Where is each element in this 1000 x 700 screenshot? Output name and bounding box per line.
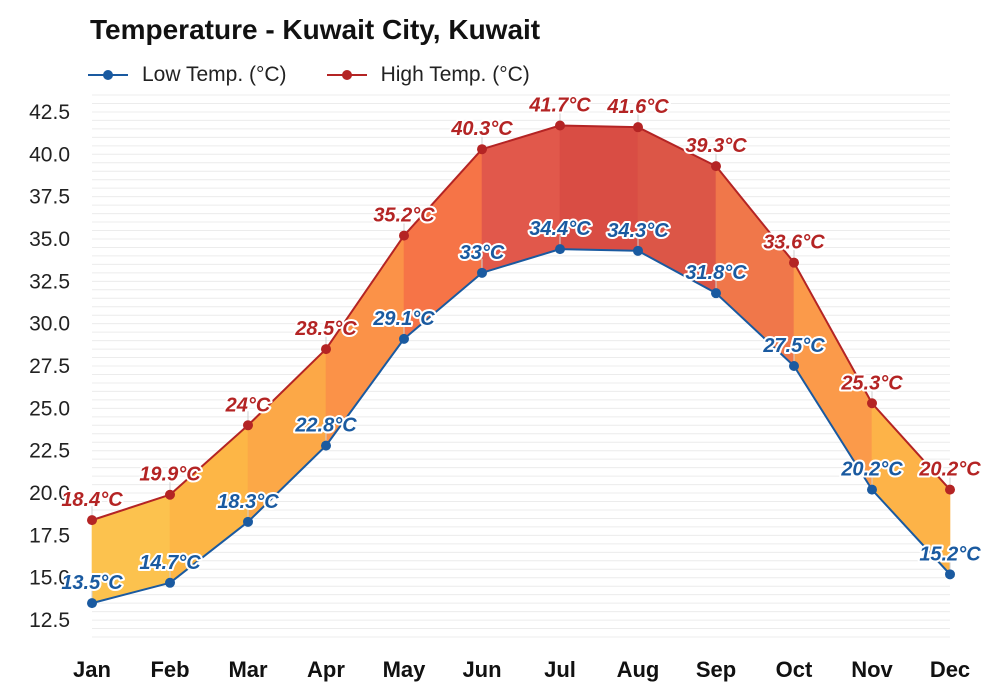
- data-label-low: 33°C: [460, 242, 505, 264]
- data-label-low: 14.7°C: [139, 552, 201, 574]
- y-tick-label: 22.5: [29, 440, 70, 463]
- legend-marker-high: [326, 65, 367, 85]
- data-point-low[interactable]: [555, 244, 565, 255]
- y-tick-label: 20.0: [29, 482, 70, 505]
- data-label-high: 35.2°C: [373, 205, 435, 227]
- data-label-low: 31.8°C: [685, 262, 747, 284]
- axis-labels: 42.5 40.0 37.5 35.0 32.5 30.0 27.5 25.0 22.5 20.0…: [29, 101, 970, 682]
- y-tick-label: 25.0: [29, 397, 70, 420]
- data-point-low[interactable]: [633, 245, 643, 256]
- data-point-low[interactable]: [87, 598, 97, 609]
- data-point-high[interactable]: [555, 120, 565, 131]
- data-label-high: 24°C: [225, 394, 271, 416]
- x-tick-label: Sep: [696, 657, 736, 682]
- series-lines: [91, 124, 951, 605]
- data-point-low[interactable]: [243, 516, 253, 527]
- data-point-low[interactable]: [477, 267, 487, 278]
- data-label-high: 19.9°C: [139, 464, 201, 486]
- data-point-high[interactable]: [477, 144, 487, 155]
- data-point-low[interactable]: [165, 577, 175, 588]
- data-label-high: 28.5°C: [294, 318, 357, 340]
- data-label-high: 40.3°C: [450, 118, 513, 140]
- data-point-low[interactable]: [711, 288, 721, 299]
- y-tick-label: 30.0: [29, 313, 70, 336]
- data-label-high: 33.6°C: [763, 232, 825, 254]
- y-tick-label: 27.5: [29, 355, 70, 378]
- legend-item-low[interactable]: Low Temp. (°C): [88, 63, 287, 87]
- data-label-low: 34.4°C: [529, 218, 591, 240]
- data-label-low: 27.5°C: [762, 335, 825, 357]
- x-tick-label: Jul: [544, 657, 576, 682]
- y-tick-label: 17.5: [29, 524, 70, 547]
- data-label-low: 18.3°C: [217, 491, 279, 513]
- data-point-high[interactable]: [945, 484, 955, 495]
- series-points: [87, 111, 955, 609]
- data-label-high: 41.7°C: [528, 94, 591, 116]
- legend-label-high: High Temp. (°C): [380, 63, 530, 86]
- y-tick-label: 42.5: [29, 101, 70, 124]
- data-point-high[interactable]: [633, 122, 643, 133]
- data-point-low[interactable]: [399, 333, 409, 344]
- data-point-high[interactable]: [399, 230, 409, 241]
- data-point-high[interactable]: [321, 344, 331, 355]
- data-label-low: 29.1°C: [372, 308, 435, 330]
- data-label-low: 13.5°C: [61, 572, 123, 594]
- data-point-high[interactable]: [87, 515, 97, 526]
- x-tick-label: May: [383, 657, 427, 682]
- x-tick-label: Dec: [930, 657, 970, 682]
- data-label-low: 34.3°C: [607, 220, 669, 242]
- series-line-high: [91, 124, 951, 522]
- series-line-low: [91, 248, 951, 605]
- data-label-high: 18.4°C: [61, 489, 123, 511]
- data-point-high[interactable]: [243, 420, 253, 431]
- y-tick-label: 12.5: [29, 609, 70, 632]
- x-tick-label: Nov: [851, 657, 893, 682]
- chart-title: Temperature - Kuwait City, Kuwait: [90, 14, 541, 45]
- x-tick-label: Oct: [776, 657, 813, 682]
- data-point-high[interactable]: [165, 489, 175, 500]
- range-bands: [91, 125, 951, 604]
- data-label-high: 41.6°C: [606, 96, 669, 118]
- data-label-high: 20.2°C: [918, 459, 981, 481]
- y-tick-label: 37.5: [29, 186, 70, 209]
- data-point-low[interactable]: [945, 569, 955, 580]
- y-tick-label: 35.0: [29, 228, 70, 251]
- data-point-low[interactable]: [789, 361, 799, 371]
- data-point-low[interactable]: [321, 440, 331, 451]
- data-label-low: 20.2°C: [840, 459, 903, 481]
- legend: Low Temp. (°C) High Temp. (°C): [88, 60, 570, 90]
- data-point-high[interactable]: [789, 257, 799, 268]
- x-tick-label: Feb: [150, 657, 189, 682]
- y-tick-label: 40.0: [29, 143, 70, 166]
- data-label-high: 39.3°C: [685, 135, 747, 157]
- legend-item-high[interactable]: High Temp. (°C): [326, 63, 530, 87]
- data-label-high: 25.3°C: [840, 372, 903, 394]
- data-label-low: 15.2°C: [919, 543, 981, 565]
- y-tick-label: 15.0: [29, 567, 70, 590]
- x-tick-label: Mar: [228, 657, 268, 682]
- data-point-high[interactable]: [711, 161, 721, 172]
- x-tick-label: Aug: [617, 657, 660, 682]
- data-label-low: 22.8°C: [294, 415, 357, 437]
- y-tick-label: 32.5: [29, 270, 70, 293]
- x-tick-label: Jan: [73, 657, 111, 682]
- legend-marker-low: [88, 65, 128, 85]
- x-tick-label: Jun: [462, 657, 501, 682]
- data-point-high[interactable]: [867, 398, 877, 409]
- data-labels: 18.4°C 19.9°C 24°C 28.5°C 35.2°C 40.3°C 41.7°C…: [59, 92, 983, 596]
- x-tick-label: Apr: [307, 657, 345, 682]
- legend-label-low: Low Temp. (°C): [142, 63, 287, 86]
- data-point-low[interactable]: [867, 484, 877, 495]
